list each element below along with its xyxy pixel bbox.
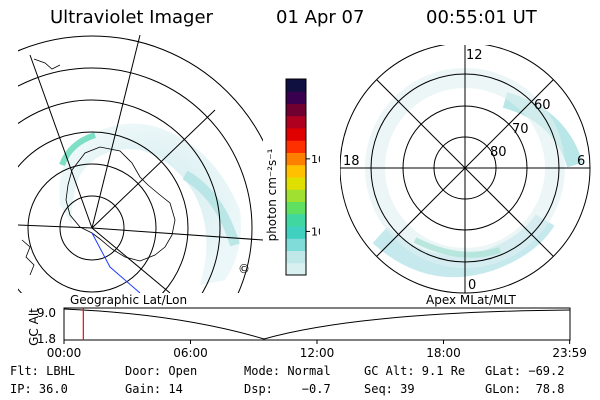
colorbar-segment [286,140,306,153]
colorbar-segment [286,128,306,141]
colorbar-segment [286,177,306,190]
antarctica-coastline [65,146,176,262]
colorbar-frame [285,78,307,276]
lat-circle [18,35,263,142]
polar-mlt-plot: 12 18 6 0 60 70 80 [340,45,591,294]
timeline-y-tick-low: 1.8 [37,332,56,346]
header-time: 00:55:01 UT [426,7,537,28]
info-gain: Gain: 14 [125,382,183,396]
aurora-arc-dusk [182,170,240,247]
timeline-x-tick-label: 12:00 [299,346,335,360]
colorbar-segment [286,91,306,104]
mlt-diagonal [376,79,554,257]
lat-circle [59,195,125,261]
mlt-label-0: 0 [468,278,476,293]
south-america-coastline [21,239,35,276]
info-glat: GLat: −69.2 [485,364,565,378]
colorbar-unit-label: photon cm⁻²s⁻¹ [265,148,279,241]
colorbar-segment [286,238,306,251]
info-ip: IP: 36.0 [10,382,68,396]
colorbar-segment [286,115,306,129]
meridian-line [29,54,93,229]
info-dsp: Dsp: −0.7 [244,382,331,396]
colorbar: 100 10 photon cm⁻²s⁻¹ [265,78,320,276]
colorbar-segment [286,250,306,264]
timeline-x-tick-label: 00:00 [46,346,82,360]
mlt-label-12: 12 [466,48,483,63]
mlat-label-80: 80 [490,145,507,160]
meridian-line [91,109,216,229]
satellite-track [91,232,141,293]
colorbar-segment [286,226,306,239]
geographic-map [18,35,263,293]
map-corner-label: © [238,262,250,276]
colorbar-segment [286,201,306,215]
mlat-label-70: 70 [512,122,529,137]
timeline-y-title: GC Alt [27,308,41,346]
meridian-line [91,227,171,293]
info-mode: Mode: Normal [244,364,331,378]
colorbar-segment [286,262,306,276]
altitude-curve [63,308,571,340]
colorbar-segment [286,213,306,227]
timeline-x-tick-label: 18:00 [426,346,461,360]
timeline-left-label: Geographic Lat/Lon [70,293,188,307]
timeline-y-tick-high: 9.0 [37,306,56,320]
africa-coastline [33,58,61,70]
timeline-x-tick-label: 06:00 [173,346,208,360]
instrument-title: Ultraviolet Imager [50,7,213,28]
timeline-x-tick-label: 23:59 [552,346,587,360]
colorbar-segment [286,152,306,166]
colorbar-tick-label: 100 [311,153,320,166]
altitude-timeline: GC Alt 9.0 1.8 [27,306,571,346]
timeline-right-label: Apex MLat/MLT [426,293,516,307]
colorbar-segment [286,164,306,178]
mlt-label-6: 6 [577,154,585,169]
aurora-glow [59,123,241,285]
mlat-label-60: 60 [534,98,551,113]
colorbar-tick-label: 10 [311,225,320,238]
aurora-arc-bright [59,132,96,167]
info-seq: Seq: 39 [364,382,415,396]
meridian-line [91,227,263,241]
timeline-frame [63,307,571,341]
lat-circle [18,131,189,293]
lat-circle [27,163,157,293]
colorbar-segment [286,189,306,202]
info-glon: GLon: 78.8 [485,382,565,396]
info-door: Door: Open [125,364,198,378]
colorbar-segment [286,79,306,92]
colorbar-segment [286,103,306,117]
header-date: 01 Apr 07 [276,7,365,28]
mlt-label-18: 18 [343,154,360,169]
meridian-line [91,35,141,229]
info-gc-alt: GC Alt: 9.1 Re [364,364,466,378]
lat-circle [18,99,221,293]
info-flt: Flt: LBHL [10,364,76,378]
lat-circle [18,67,253,293]
meridian-line [18,224,93,229]
